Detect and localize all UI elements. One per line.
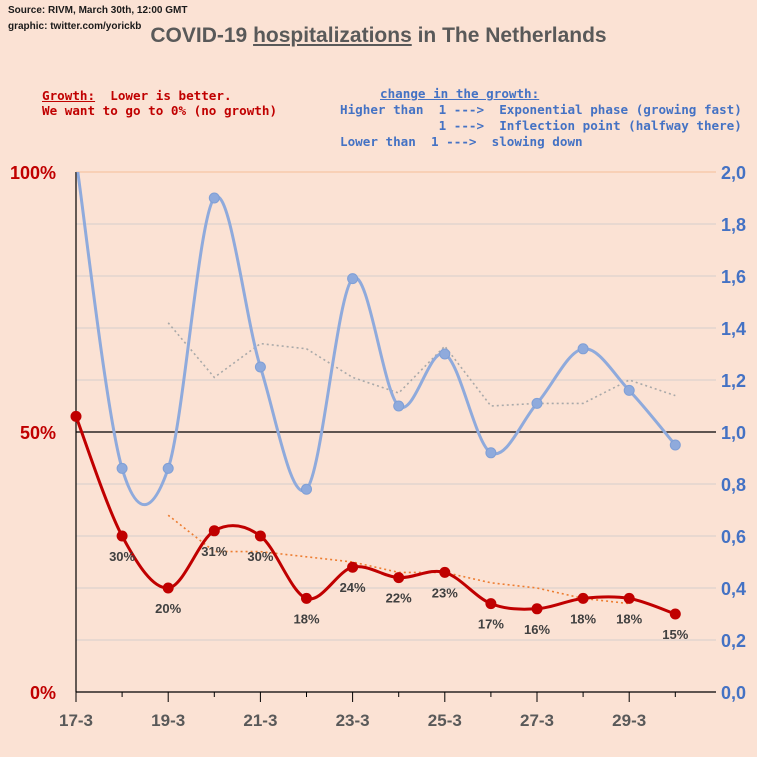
growth-data-label: 17%: [478, 617, 504, 632]
growth-data-label: 16%: [524, 622, 550, 637]
growth-point: [347, 561, 359, 573]
growth-data-label: 22%: [386, 591, 412, 606]
right-axis-tick-label: 1,8: [721, 215, 746, 235]
change-point: [531, 397, 543, 409]
graphic-credit-text: graphic: twitter.com/yorickb: [8, 21, 142, 32]
growth-data-label: 20%: [155, 601, 181, 616]
title-highlight: hospitalizations: [253, 24, 412, 47]
growth-point: [254, 530, 266, 542]
right-axis-tick-label: 1,0: [721, 423, 746, 443]
right-axis-tick-label: 0,2: [721, 631, 746, 651]
change-point: [116, 462, 128, 474]
x-axis-tick-label: 23-3: [336, 711, 370, 730]
growth-point: [208, 525, 220, 537]
change-note-line3: Lower than 1 ---> slowing down: [340, 134, 583, 149]
growth-data-label: 18%: [616, 611, 642, 626]
right-axis-tick-label: 2,0: [721, 163, 746, 183]
change-heading: change in the growth:: [380, 86, 540, 101]
growth-point: [439, 566, 451, 578]
change-trend-line: [167, 322, 676, 407]
title-part2: in The Netherlands: [411, 24, 607, 47]
x-axis-tick-label: 29-3: [612, 711, 646, 730]
growth-point: [301, 592, 312, 604]
growth-data-label: 18%: [570, 611, 596, 626]
source-text: Source: RIVM, March 30th, 12:00 GMT: [8, 5, 188, 16]
change-point: [254, 361, 266, 373]
left-axis-tick-label: 50%: [20, 423, 56, 443]
growth-data-label: 30%: [109, 549, 135, 564]
growth-data-label: 30%: [247, 549, 273, 564]
x-axis-tick-label: 19-3: [151, 711, 185, 730]
growth-data-label: 24%: [340, 580, 366, 595]
growth-data-label: 31%: [201, 544, 227, 559]
right-axis-tick-label: 1,2: [721, 371, 746, 391]
right-axis-tick-label: 0,0: [721, 683, 746, 703]
change-point: [393, 400, 405, 412]
right-axis-tick-label: 0,4: [721, 579, 746, 599]
right-axis-tick-label: 0,8: [721, 475, 746, 495]
change-growth-line: [76, 172, 677, 507]
growth-data-label: 23%: [432, 585, 458, 600]
change-note-line2: 1 ---> Inflection point (halfway there): [340, 118, 742, 133]
growth-point: [669, 608, 681, 620]
left-axis-tick-label: 100%: [10, 163, 56, 183]
x-axis-tick-label: 17-3: [59, 711, 93, 730]
change-note-line1: Higher than 1 ---> Exponential phase (gr…: [340, 102, 742, 117]
change-point: [669, 439, 681, 451]
change-point: [439, 348, 451, 360]
growth-note-line2: We want to go to 0% (no growth): [42, 103, 278, 118]
change-point: [577, 343, 589, 355]
right-axis-tick-label: 1,6: [721, 267, 746, 287]
growth-point: [116, 530, 128, 542]
left-axis-tick-label: 0%: [30, 683, 56, 703]
right-axis-tick-label: 0,6: [721, 527, 746, 547]
change-point: [162, 462, 174, 474]
growth-point: [623, 592, 635, 604]
change-point: [208, 192, 220, 204]
x-axis-tick-label: 21-3: [243, 711, 277, 730]
change-point: [623, 384, 635, 396]
title-part1: COVID-19: [150, 24, 254, 47]
chart-title: COVID-19 hospitalizations in The Netherl…: [0, 24, 757, 48]
growth-note-text: Lower is better.: [95, 88, 232, 103]
growth-point: [393, 572, 405, 584]
change-point: [347, 273, 359, 285]
growth-point: [531, 603, 543, 615]
growth-note-line1: Growth: Lower is better.: [42, 88, 232, 103]
change-point: [301, 483, 312, 495]
growth-point: [162, 582, 174, 594]
growth-heading: Growth:: [42, 88, 96, 103]
x-axis-tick-label: 27-3: [520, 711, 554, 730]
growth-trend-line: [167, 514, 630, 605]
growth-point: [70, 410, 82, 422]
growth-data-label: 15%: [662, 627, 688, 642]
growth-point: [485, 598, 497, 610]
change-point: [485, 447, 497, 459]
growth-point: [577, 592, 589, 604]
growth-data-label: 18%: [293, 611, 319, 626]
x-axis-tick-label: 25-3: [428, 711, 462, 730]
right-axis-tick-label: 1,4: [721, 319, 746, 339]
